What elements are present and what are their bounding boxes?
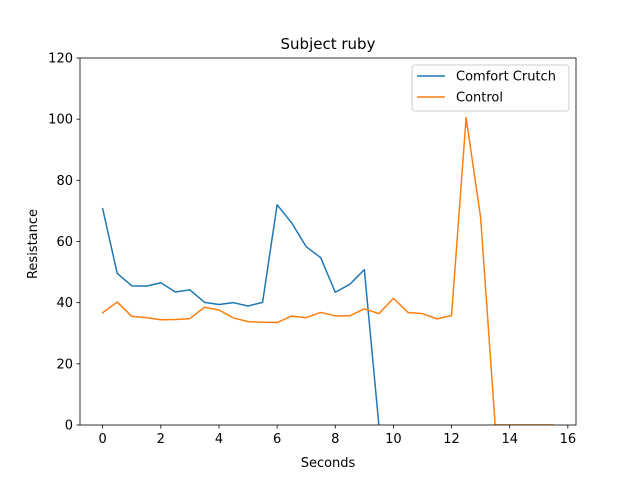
x-tick-label: 12 <box>443 432 460 447</box>
chart-title: Subject ruby <box>281 35 376 53</box>
legend-label-1: Comfort Crutch <box>456 70 556 85</box>
y-axis-label: Resistance <box>26 209 41 279</box>
x-tick-label: 6 <box>273 432 281 447</box>
legend: Comfort Crutch Control <box>411 64 570 112</box>
y-tick-label: 80 <box>56 174 73 189</box>
x-axis-label: Seconds <box>301 456 356 471</box>
x-tick-label: 14 <box>501 432 518 447</box>
y-tick-label: 0 <box>65 419 73 434</box>
y-tick-label: 100 <box>48 113 73 128</box>
series-line-2 <box>101 116 555 425</box>
plot-area: 0 2 4 6 8 10 12 14 16 0 20 40 60 80 100 120 <box>48 52 577 447</box>
x-tick-label: 4 <box>215 432 223 447</box>
x-tick-label: 0 <box>99 432 107 447</box>
y-tick-label: 120 <box>48 52 73 67</box>
x-tick-label: 10 <box>385 432 402 447</box>
x-tick-label: 8 <box>331 432 339 447</box>
y-tick-label: 60 <box>56 235 73 250</box>
series-line-1 <box>101 204 380 425</box>
x-tick-label: 2 <box>157 432 165 447</box>
x-tick-label: 16 <box>560 432 577 447</box>
y-tick-label: 20 <box>56 357 73 372</box>
legend-label-2: Control <box>456 91 503 106</box>
legend-box <box>411 64 570 112</box>
y-tick-label: 40 <box>56 296 73 311</box>
